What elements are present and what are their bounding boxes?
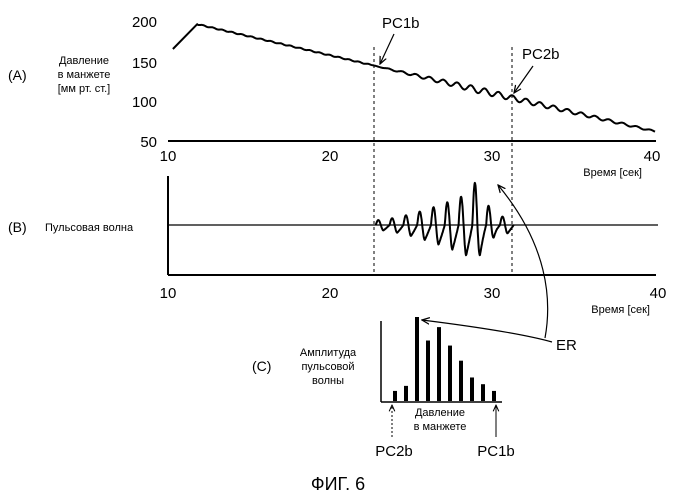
panel-b-label: (B) [8,219,27,235]
panel-b: (B) Пульсовая волна 10 20 30 40 Время [с… [8,176,666,316]
er-arrow-to-pulse [498,185,548,338]
pc1b-label: PC1b [382,15,420,32]
panel-a-xlabel: Время [сек] [583,167,642,179]
figure-caption: ФИГ. 6 [311,474,365,494]
panel-a-xtick-20: 20 [322,148,339,165]
panel-c-right-label: PC1b [477,443,515,460]
pc2b-label: PC2b [522,46,560,63]
panel-a-ylabel-line-2: в манжете [58,69,111,81]
panel-b-xlabel: Время [сек] [591,304,650,316]
amplitude-bars [395,317,494,401]
panel-a-xtick-10: 10 [160,148,177,165]
panel-c-left-label: PC2b [375,443,413,460]
panel-b-xtick-40: 40 [650,285,667,302]
panel-a-ytick-50: 50 [140,134,157,151]
panel-a-ylabel-line-1: Давление [59,55,109,67]
panel-b-ylabel: Пульсовая волна [45,222,134,234]
panel-b-xtick-20: 20 [322,285,339,302]
panel-a-ytick-100: 100 [132,94,157,111]
panel-a-ytick-150: 150 [132,55,157,72]
panel-c: (C) Амплитуда пульсовой волны Давление в… [252,317,515,460]
pc1b-arrow [380,34,394,64]
pc2b-arrow [514,66,533,93]
panel-b-xtick-10: 10 [160,285,177,302]
panel-a-xtick-40: 40 [644,148,661,165]
panel-c-ylabel-line-2: пульсовой [301,361,354,373]
er-arrow-to-bar [422,320,552,342]
panel-c-xlabel-line-1: Давление [415,407,465,419]
pulse-wave-trace [376,183,514,255]
panel-c-xlabel-line-2: в манжете [414,421,467,433]
panel-c-label: (C) [252,358,271,374]
panel-a: (A) Давление в манжете [мм рт. ст.] 200 … [8,14,660,179]
panel-c-ylabel-line-3: волны [312,375,344,387]
er-label: ER [556,337,577,354]
panel-a-xtick-30: 30 [484,148,501,165]
panel-a-ylabel-line-3: [мм рт. ст.] [58,83,110,95]
panel-c-ylabel-line-1: Амплитуда [300,347,357,359]
panel-b-xtick-30: 30 [484,285,501,302]
panel-a-label: (A) [8,67,27,83]
panel-a-ytick-200: 200 [132,14,157,31]
cuff-pressure-line [173,24,655,132]
